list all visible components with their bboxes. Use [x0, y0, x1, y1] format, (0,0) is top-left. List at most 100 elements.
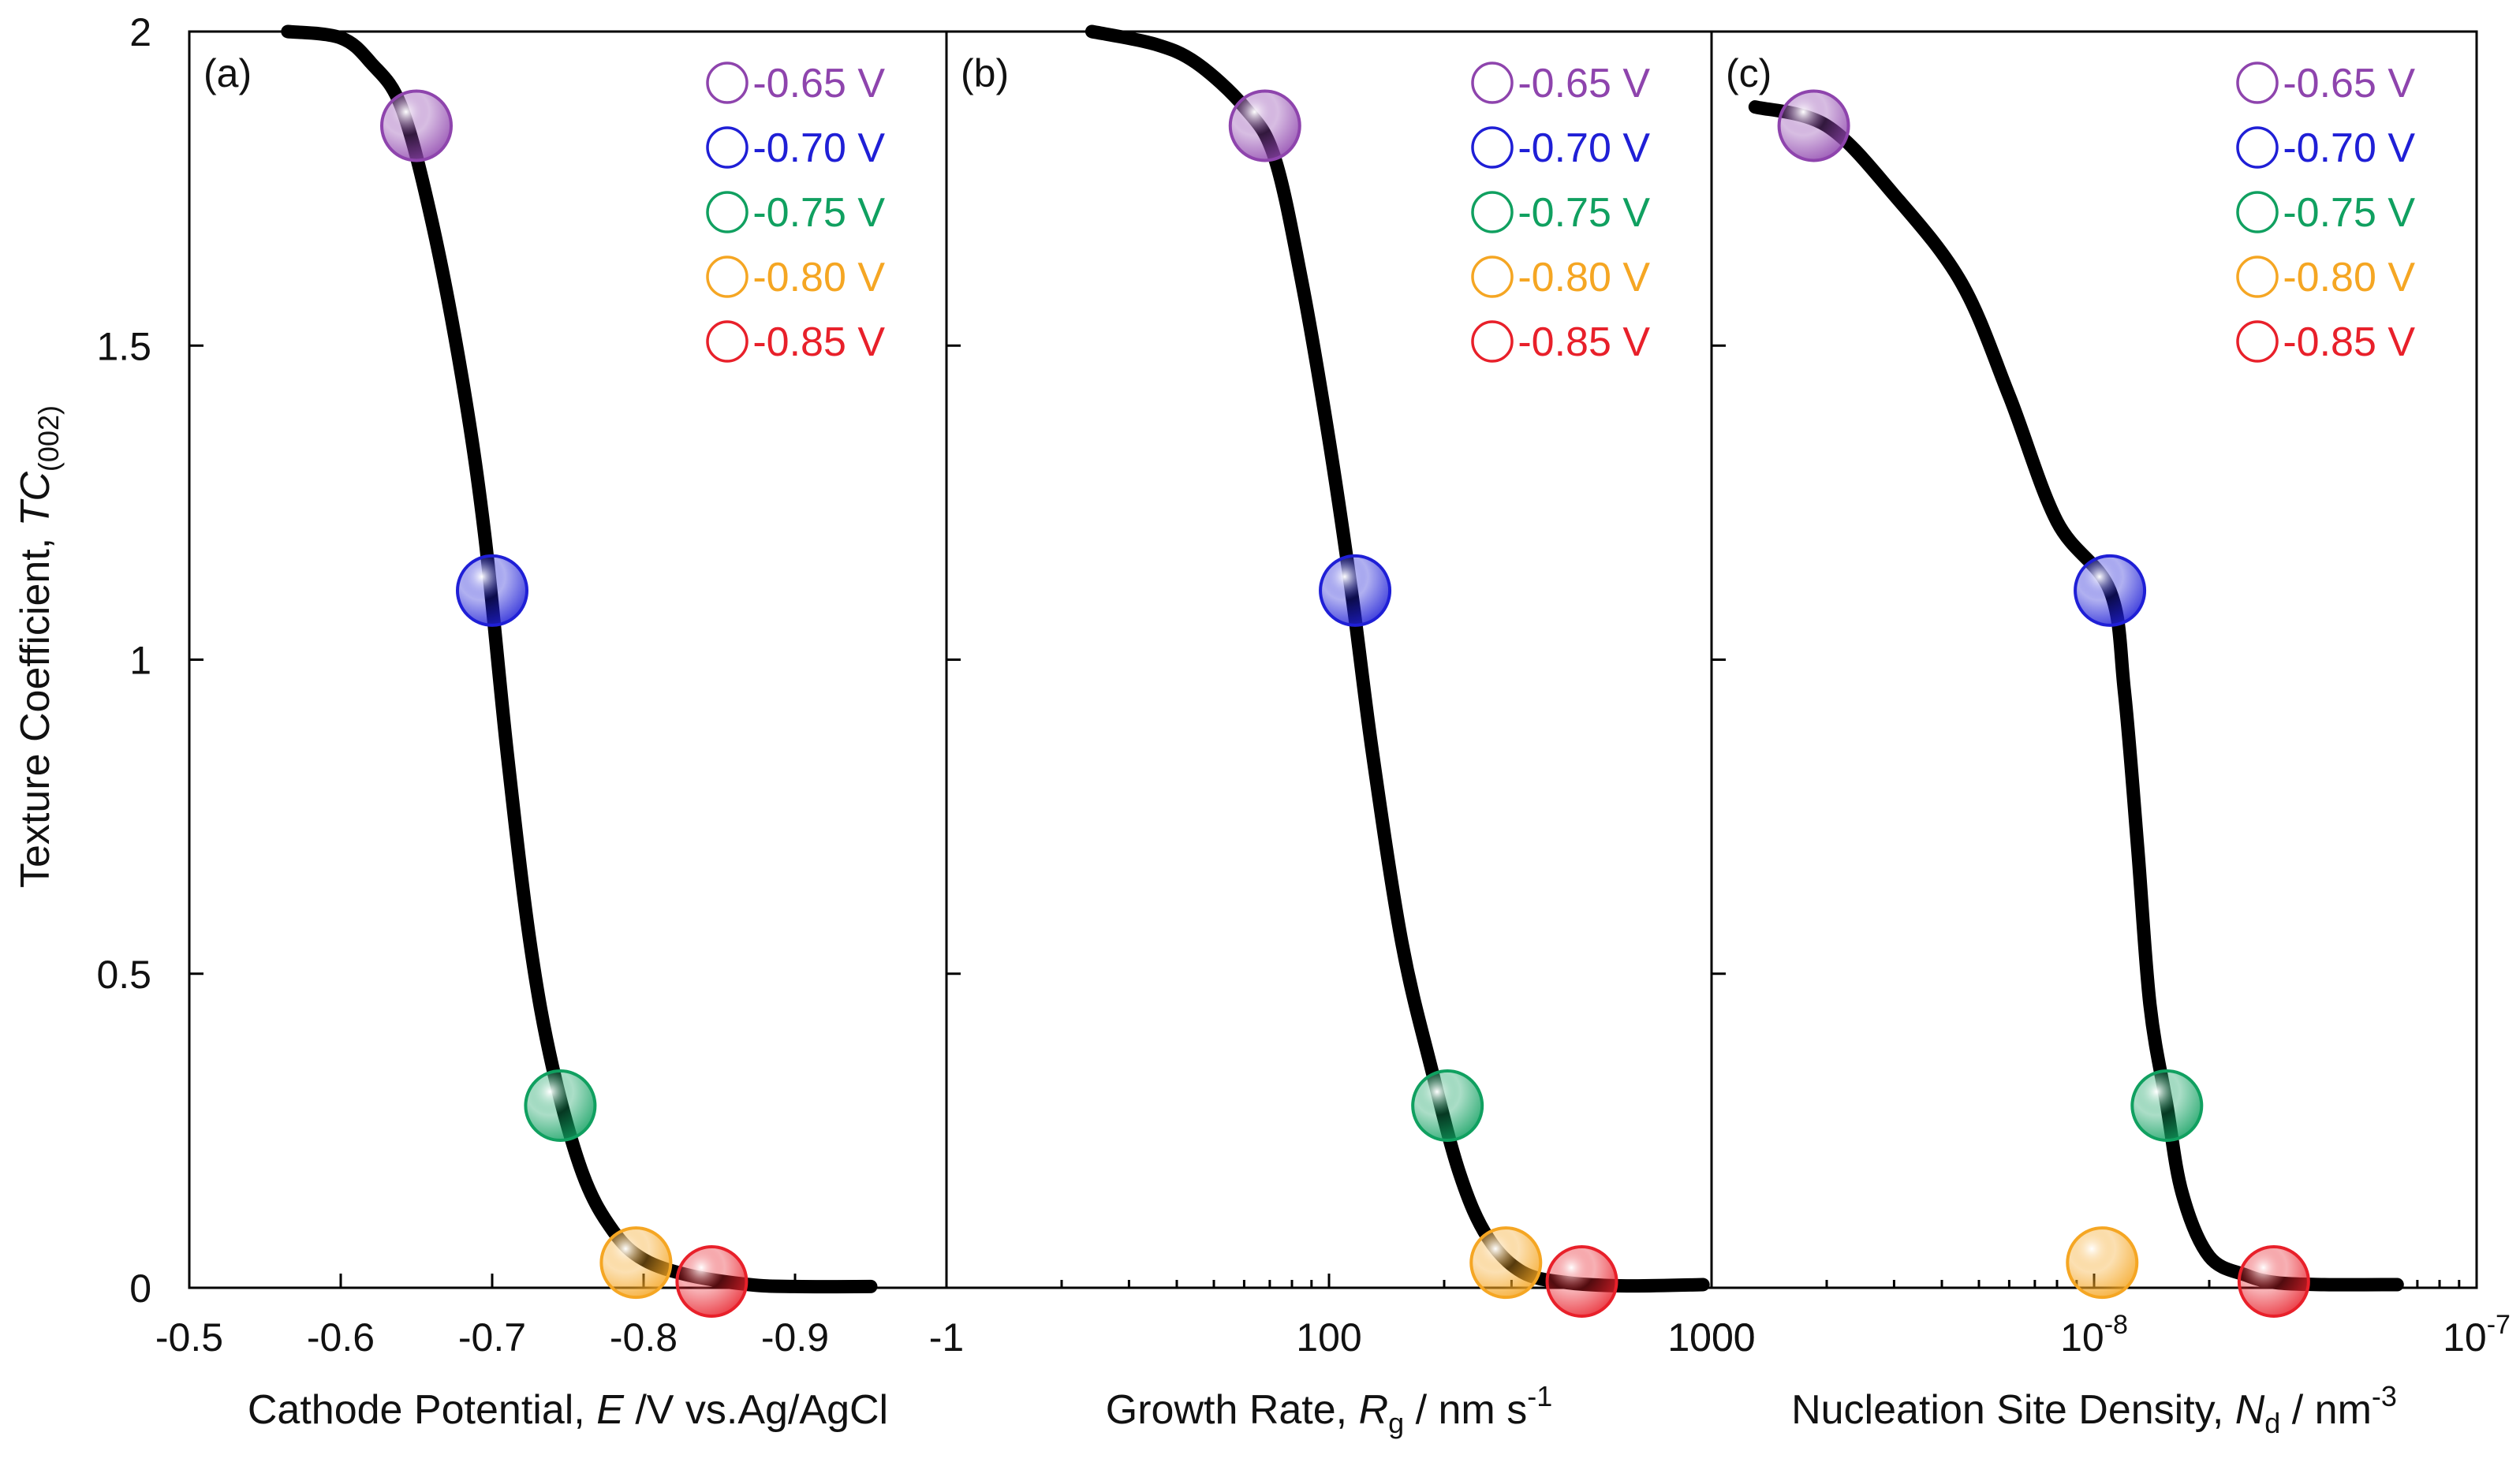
- panel-a: 0 0.5 1 1.5 2 -0.5 -0.6 -0.7 -0.8 -0.9 -1 Cathode P…: [96, 10, 964, 1433]
- x-axis-label-symbol: E: [596, 1387, 625, 1433]
- x-tick-label: -0.5: [155, 1315, 223, 1360]
- x-tick-label-base: 100: [1296, 1315, 1361, 1360]
- legend-entry-label: -0.80 V: [2283, 255, 2415, 300]
- data-point-070V: [1319, 554, 1392, 627]
- x-tick-label: -0.8: [610, 1315, 678, 1360]
- legend-marker: [706, 320, 749, 363]
- data-point-065V: [1777, 89, 1850, 162]
- y-axis-label-text: Texture Coefficient,: [13, 526, 58, 888]
- x-tick-label: 10-8: [2060, 1310, 2128, 1360]
- chart-panels: 0 0.5 1 1.5 2 -0.5 -0.6 -0.7 -0.8 -0.9 -1 Cathode P…: [96, 10, 2510, 1439]
- x-tick-label-base: 10: [2443, 1315, 2487, 1360]
- legend-entry-label: -0.80 V: [1518, 255, 1650, 300]
- y-tick-label: 2: [129, 10, 151, 54]
- x-tick-label: 100: [1296, 1315, 1361, 1360]
- panel-label: (c): [1726, 51, 1771, 95]
- legend-entry-label: -0.75 V: [752, 190, 885, 236]
- legend-entry-label: -0.85 V: [752, 319, 885, 365]
- data-point-085V: [2237, 1245, 2310, 1319]
- panel-label: (a): [203, 51, 252, 95]
- x-axis-label-text: Growth Rate,: [1106, 1387, 1359, 1433]
- x-axis-label: Cathode Potential, E /V vs.Ag/AgCl: [248, 1387, 888, 1433]
- legend-marker: [1471, 62, 1514, 104]
- y-tick-label: 1: [129, 639, 151, 683]
- legend-entry-label: -0.70 V: [752, 125, 885, 171]
- data-point-085V: [675, 1245, 749, 1319]
- x-tick-label: -0.6: [307, 1315, 375, 1360]
- legend-marker: [706, 191, 749, 233]
- x-axis-label-text: Nucleation Site Density,: [1791, 1387, 2235, 1433]
- legend-marker: [2236, 126, 2279, 169]
- x-tick-label-exponent: -7: [2487, 1310, 2511, 1340]
- y-axis-label-subscript: (002): [32, 405, 65, 472]
- x-axis-label-exponent: -3: [2372, 1380, 2397, 1412]
- legend-marker: [706, 256, 749, 298]
- legend-marker: [2236, 320, 2279, 363]
- legend-entry-label: -0.85 V: [1518, 319, 1650, 365]
- x-axis-label-unit: / nm s: [1404, 1387, 1527, 1433]
- data-point-065V: [1228, 89, 1301, 162]
- x-tick-label-base: 1000: [1667, 1315, 1755, 1360]
- y-axis-label: Texture Coefficient, TC(002): [13, 405, 65, 888]
- legend-marker: [2236, 256, 2279, 298]
- legend-entry-label: -0.70 V: [1518, 125, 1650, 171]
- data-point-075V: [1411, 1069, 1484, 1143]
- legend-entry-label: -0.65 V: [1518, 61, 1650, 106]
- x-axis-label: Nucleation Site Density, Nd / nm-3: [1791, 1380, 2397, 1439]
- x-axis-label: Growth Rate, Rg / nm s-1: [1106, 1380, 1552, 1439]
- legend-marker: [1471, 320, 1514, 363]
- x-tick-label: 1000: [1667, 1315, 1755, 1360]
- data-point-075V: [2130, 1069, 2204, 1143]
- x-axis-label-unit: /V vs.Ag/AgCl: [624, 1387, 888, 1433]
- x-axis-label-unit: / nm: [2280, 1387, 2372, 1433]
- data-point-080V: [2066, 1226, 2139, 1300]
- legend-marker: [706, 126, 749, 169]
- legend: -0.65 V -0.70 V -0.75 V -0.80 V -0.85 V: [2236, 61, 2415, 365]
- x-axis-label-subscript: d: [2264, 1407, 2280, 1439]
- legend: -0.65 V -0.70 V -0.75 V -0.80 V -0.85 V: [1471, 61, 1650, 365]
- data-point-085V: [1545, 1245, 1618, 1319]
- x-tick-label: 10-7: [2443, 1310, 2511, 1360]
- legend-entry-label: -0.80 V: [752, 255, 885, 300]
- x-tick-label: 1000: [1667, 1315, 1755, 1360]
- x-axis-label-exponent: -1: [1527, 1380, 1552, 1412]
- x-axis-label-subscript: g: [1388, 1407, 1404, 1439]
- y-axis-label-symbol: TC: [13, 472, 58, 527]
- x-tick-label-base: 1000: [1667, 1315, 1755, 1360]
- x-tick-label-exponent: -8: [2104, 1310, 2128, 1340]
- x-axis-label-symbol: N: [2235, 1387, 2265, 1433]
- legend-entry-label: -0.65 V: [752, 61, 885, 106]
- data-point-075V: [524, 1069, 597, 1143]
- legend-entry-label: -0.85 V: [2283, 319, 2415, 365]
- x-axis-label-text: Cathode Potential,: [248, 1387, 596, 1433]
- y-tick-label: 0.5: [96, 953, 151, 997]
- data-point-065V: [380, 89, 453, 162]
- x-tick-label: -1: [929, 1315, 964, 1360]
- legend-marker: [1471, 191, 1514, 233]
- legend-marker: [2236, 62, 2279, 104]
- x-tick-label: -0.9: [761, 1315, 829, 1360]
- legend-marker: [1471, 126, 1514, 169]
- y-tick-label: 1.5: [96, 324, 151, 368]
- legend-entry-label: -0.65 V: [2283, 61, 2415, 106]
- legend-entry-label: -0.75 V: [1518, 190, 1650, 236]
- panel-label: (b): [961, 51, 1009, 95]
- legend-marker: [1471, 256, 1514, 298]
- x-tick-label-base: 10: [2060, 1315, 2104, 1360]
- legend-entry-label: -0.75 V: [2283, 190, 2415, 236]
- legend-marker: [706, 62, 749, 104]
- panel-b: 100 1000 Growth Rate, Rg / nm s-1 (b) -0.65 …: [945, 24, 1756, 1439]
- data-point-070V: [456, 554, 528, 627]
- data-point-080V: [1469, 1226, 1543, 1300]
- data-point-070V: [2074, 554, 2147, 627]
- y-tick-label: 0: [129, 1266, 151, 1311]
- x-tick-label: -0.7: [458, 1315, 526, 1360]
- data-point-080V: [599, 1226, 673, 1300]
- fit-curve: [1748, 100, 2404, 1292]
- x-axis-label-symbol: R: [1359, 1387, 1389, 1433]
- legend-entry-label: -0.70 V: [2283, 125, 2415, 171]
- legend: -0.65 V -0.70 V -0.75 V -0.80 V -0.85 V: [706, 61, 885, 365]
- legend-marker: [2236, 191, 2279, 233]
